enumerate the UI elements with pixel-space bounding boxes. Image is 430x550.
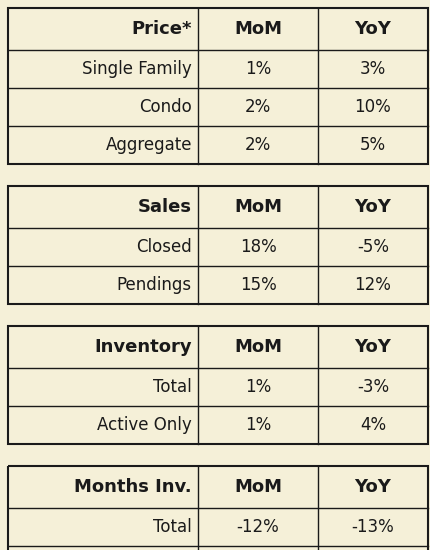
Text: Condo: Condo [139,98,192,116]
Text: Price*: Price* [132,20,192,38]
Text: MoM: MoM [234,198,282,216]
Bar [8,126,198,164]
Text: Inventory: Inventory [94,338,192,356]
Bar [318,126,428,164]
Bar [318,508,428,546]
Text: 4%: 4% [360,416,386,434]
Text: 2%: 2% [245,136,271,154]
Text: Aggregate: Aggregate [105,136,192,154]
Bar [8,186,198,228]
Text: 1%: 1% [245,416,271,434]
Text: Total: Total [153,518,192,536]
Bar [198,326,318,368]
Bar [198,508,318,546]
Bar [318,228,428,266]
Bar [318,8,428,50]
Bar [318,88,428,126]
Text: -5%: -5% [357,238,389,256]
Text: -3%: -3% [357,378,389,396]
Bar [8,186,428,304]
Bar [8,326,428,444]
Text: MoM: MoM [234,478,282,496]
Bar [8,266,198,304]
Bar [8,8,428,164]
Bar [8,8,198,50]
Bar [198,546,318,550]
Text: Single Family: Single Family [82,60,192,78]
Bar [318,50,428,88]
Bar [318,266,428,304]
Bar [8,508,198,546]
Bar [198,368,318,406]
Bar [318,466,428,508]
Bar [198,88,318,126]
Text: Sales: Sales [138,198,192,216]
Bar [8,50,198,88]
Bar [198,8,318,50]
Bar [8,466,428,550]
Bar [8,466,198,508]
Text: 5%: 5% [360,136,386,154]
Text: -13%: -13% [352,518,394,536]
Bar [8,88,198,126]
Text: 18%: 18% [240,238,276,256]
Bar [198,406,318,444]
Bar [318,368,428,406]
Text: Total: Total [153,378,192,396]
Text: MoM: MoM [234,20,282,38]
Text: Active Only: Active Only [97,416,192,434]
Text: Closed: Closed [136,238,192,256]
Bar [198,466,318,508]
Text: YoY: YoY [355,338,391,356]
Text: Months Inv.: Months Inv. [74,478,192,496]
Bar [8,546,198,550]
Text: 1%: 1% [245,60,271,78]
Text: YoY: YoY [355,20,391,38]
Text: 10%: 10% [355,98,391,116]
Text: -12%: -12% [237,518,280,536]
Bar [8,326,198,368]
Text: 12%: 12% [355,276,391,294]
Text: 1%: 1% [245,378,271,396]
Bar [8,406,198,444]
Text: 2%: 2% [245,98,271,116]
Bar [8,368,198,406]
Text: YoY: YoY [355,478,391,496]
Bar [318,186,428,228]
Text: MoM: MoM [234,338,282,356]
Bar [318,546,428,550]
Bar [318,406,428,444]
Text: 15%: 15% [240,276,276,294]
Bar [198,186,318,228]
Text: 3%: 3% [360,60,386,78]
Text: Pendings: Pendings [117,276,192,294]
Bar [198,228,318,266]
Bar [198,126,318,164]
Bar [198,50,318,88]
Bar [8,228,198,266]
Bar [318,326,428,368]
Bar [198,266,318,304]
Text: YoY: YoY [355,198,391,216]
